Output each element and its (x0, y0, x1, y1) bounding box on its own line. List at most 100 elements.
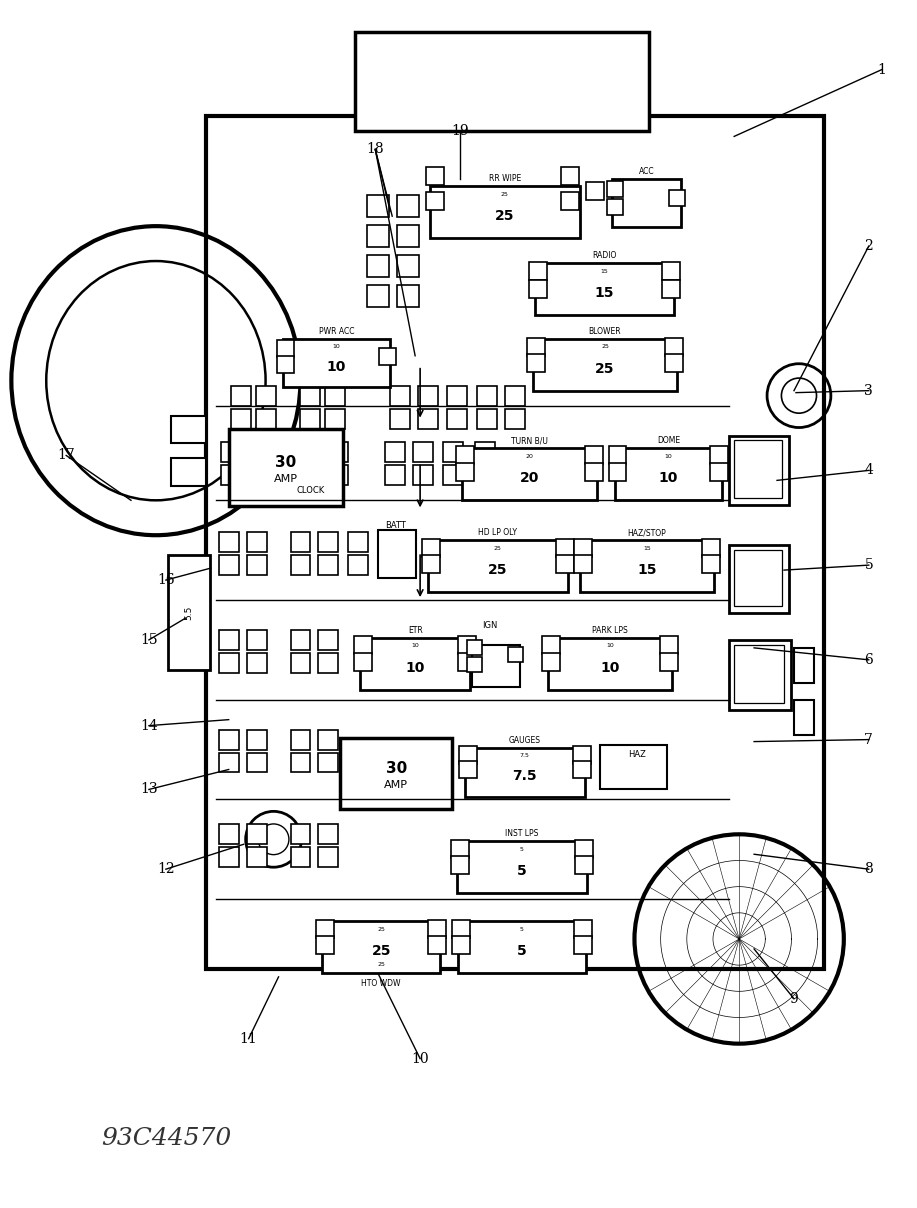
Text: 25: 25 (494, 546, 502, 551)
Bar (219, 556, 238, 575)
Bar (465, 748, 585, 797)
Text: HAZ: HAZ (628, 750, 646, 759)
Bar (529, 280, 547, 298)
Bar (368, 196, 389, 217)
Bar (397, 255, 419, 277)
Bar (291, 847, 311, 867)
Bar (231, 385, 250, 406)
Bar (735, 441, 782, 499)
Bar (477, 385, 497, 406)
Bar (291, 730, 311, 749)
Bar (542, 652, 559, 670)
Bar (318, 753, 338, 772)
Text: GAUGES: GAUGES (509, 736, 541, 744)
Bar (456, 447, 474, 464)
Bar (205, 116, 823, 969)
Bar (219, 730, 238, 749)
Bar (385, 442, 405, 463)
Bar (612, 179, 681, 227)
Text: 18: 18 (367, 143, 384, 156)
Bar (318, 629, 338, 650)
Bar (231, 408, 250, 429)
Bar (475, 442, 495, 463)
Bar (219, 652, 238, 673)
Bar (291, 629, 311, 650)
Bar (556, 539, 574, 557)
Text: 30: 30 (385, 761, 407, 776)
Text: IGN: IGN (482, 621, 498, 629)
Text: 5: 5 (517, 943, 526, 958)
Bar (355, 31, 649, 132)
Text: 12: 12 (157, 863, 175, 876)
Bar (247, 629, 267, 650)
Bar (585, 447, 602, 464)
Bar (247, 824, 267, 844)
Bar (505, 385, 525, 406)
Bar (219, 533, 238, 552)
Bar (468, 657, 482, 673)
Bar (318, 847, 338, 867)
Text: 19: 19 (451, 124, 469, 139)
Text: 15: 15 (637, 563, 657, 577)
Bar (397, 196, 419, 217)
Text: 10: 10 (411, 644, 419, 649)
Text: PARK LPS: PARK LPS (592, 626, 628, 635)
Bar (368, 225, 389, 248)
Bar (249, 465, 269, 486)
Text: 10: 10 (606, 644, 613, 649)
Text: 10: 10 (412, 1052, 429, 1065)
Text: 15: 15 (601, 268, 609, 273)
Bar (572, 761, 591, 778)
Bar (219, 753, 238, 772)
Bar (247, 753, 267, 772)
Text: 10: 10 (333, 344, 340, 349)
Text: 8: 8 (865, 863, 873, 876)
Text: 5: 5 (520, 847, 524, 852)
Text: AMP: AMP (384, 780, 408, 790)
Text: 7: 7 (865, 732, 873, 747)
Bar (318, 533, 338, 552)
Bar (457, 841, 587, 893)
Text: RR WIPE: RR WIPE (489, 174, 521, 184)
Bar (328, 442, 348, 463)
Bar (385, 465, 405, 486)
Bar (221, 465, 240, 486)
Bar (318, 652, 338, 673)
Bar (219, 824, 238, 844)
Text: 20: 20 (525, 454, 533, 459)
Bar (318, 730, 338, 749)
Text: HD LP OLY: HD LP OLY (479, 528, 517, 538)
Bar (711, 447, 728, 464)
Bar (458, 652, 476, 670)
Bar (477, 408, 497, 429)
Bar (458, 920, 586, 972)
Bar (614, 448, 723, 500)
Bar (397, 285, 419, 307)
Bar (428, 936, 446, 954)
Bar (669, 190, 685, 207)
Text: 5: 5 (865, 558, 873, 573)
Bar (526, 338, 545, 355)
Bar (301, 408, 320, 429)
Bar (291, 556, 311, 575)
Text: INST LPS: INST LPS (505, 829, 538, 838)
Text: BLOWER: BLOWER (589, 327, 622, 336)
Bar (472, 645, 520, 687)
Text: TURN B/U: TURN B/U (511, 436, 547, 446)
Text: 10: 10 (658, 471, 678, 486)
Bar (249, 442, 269, 463)
Bar (326, 385, 346, 406)
Bar (447, 385, 467, 406)
Bar (397, 225, 419, 248)
Bar (282, 338, 391, 387)
Text: 25: 25 (371, 943, 391, 958)
Bar (702, 556, 720, 573)
Bar (318, 556, 338, 575)
Text: 30: 30 (275, 455, 296, 470)
Bar (381, 556, 400, 575)
Bar (452, 920, 470, 937)
Text: 3: 3 (865, 384, 873, 397)
Bar (247, 652, 267, 673)
Bar (430, 186, 580, 238)
Text: 7.5: 7.5 (513, 769, 537, 784)
